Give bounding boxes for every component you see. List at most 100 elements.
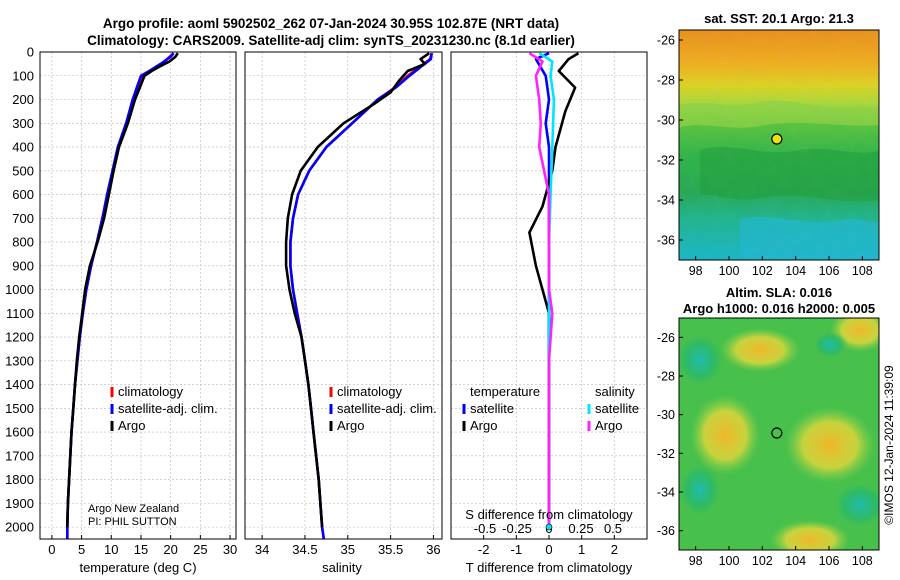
series-satellite-adj-clim- (289, 53, 433, 540)
sla-title: Altim. SLA: 0.016 (726, 285, 832, 300)
x-tick-label: 34 (255, 542, 269, 557)
credit-program: Argo New Zealand (88, 503, 179, 515)
sla-high-4 (785, 407, 875, 483)
map-x-tick-label: 102 (752, 554, 773, 568)
legend-s-argo-label: Argo (595, 418, 622, 433)
s-diff-tick-label: 0.5 (604, 521, 622, 536)
sla-frame (678, 317, 880, 551)
map-x-tick-label: 100 (719, 554, 740, 568)
map-y-tick-label: -34 (657, 194, 675, 208)
sla-argo-marker (771, 427, 783, 439)
salinity-legend: climatology satellite-adj. clim. Argo (329, 384, 437, 433)
legend2-climatology-label: climatology (337, 384, 403, 399)
legend2-satellite-label: satellite-adj. clim. (337, 401, 437, 416)
sla-field (679, 318, 879, 550)
series-argo (284, 52, 430, 528)
header-line-2: Climatology: CARS2009. Satellite-adj cli… (87, 33, 575, 48)
x-tick-label: 20 (163, 542, 177, 557)
sla-low-2 (812, 331, 848, 359)
difference-x-ticks: -2 -1 0 1 2 (478, 535, 618, 557)
depth-tick-label: 200 (12, 92, 34, 107)
depth-tick-label: 1000 (5, 282, 34, 297)
sst-field (679, 30, 879, 260)
sst-map-panel: sat. SST: 20.1 Argo: 21.3 98 100 102 104 106… (657, 11, 880, 278)
legend-temperature-heading: temperature (470, 384, 540, 399)
sla-high-1 (720, 328, 800, 372)
map-y-tick-label: -26 (657, 331, 675, 345)
zero-marker (545, 523, 553, 531)
series-salinity-argo (528, 52, 554, 528)
s-difference-label: S difference from climatology (465, 507, 633, 522)
depth-tick-label: 1500 (5, 401, 34, 416)
map-y-tick-label: -30 (657, 408, 675, 422)
depth-tick-label: 100 (12, 68, 34, 83)
series-salinity-satellite (538, 52, 556, 528)
x-tick-label: 35.5 (378, 542, 403, 557)
sla-high-3 (690, 395, 760, 475)
x-tick-label: 2 (611, 542, 618, 557)
depth-tick-label: 400 (12, 140, 34, 155)
depth-tick-label: 800 (12, 235, 34, 250)
sst-argo-marker (771, 133, 783, 145)
x-tick-label: 0 (545, 542, 552, 557)
map-y-tick-label: -30 (657, 114, 675, 128)
depth-tick-label: 600 (12, 187, 34, 202)
sla-low-1 (679, 332, 725, 388)
s-diff-tick-label: 0.25 (568, 521, 593, 536)
salinity-lines (284, 52, 433, 540)
sla-subtitle: Argo h1000: 0.016 h2000: 0.005 (683, 301, 875, 316)
map-x-tick-label: 106 (819, 554, 840, 568)
x-tick-label: -1 (511, 542, 523, 557)
legend-salinity-heading: salinity (595, 384, 635, 399)
salinity-xlabel: salinity (322, 560, 362, 575)
series-argo (66, 52, 179, 528)
s-diff-tick-label: -0.25 (502, 521, 532, 536)
temperature-x-ticks: 0 5 10 15 20 25 30 (48, 535, 237, 557)
series-climatology (289, 52, 433, 540)
depth-tick-label: 1300 (5, 353, 34, 368)
depth-tick-label: 700 (12, 211, 34, 226)
depth-tick-label: 1900 (5, 496, 34, 511)
sst-frame (678, 29, 880, 261)
x-tick-label: 0 (48, 542, 55, 557)
legend-climatology-label: climatology (118, 384, 184, 399)
depth-tick-label: 1200 (5, 330, 34, 345)
x-tick-label: -2 (478, 542, 490, 557)
map-y-tick-label: -26 (657, 34, 675, 48)
depth-tick-label: 500 (12, 163, 34, 178)
map-y-tick-label: -36 (657, 234, 675, 248)
profile-legend: climatology satellite-adj. clim. Argo (110, 384, 218, 433)
map-x-tick-label: 104 (785, 554, 806, 568)
x-tick-label: 5 (78, 542, 85, 557)
x-tick-label: 10 (104, 542, 118, 557)
sla-high-5 (770, 520, 850, 550)
temperature-xlabel: temperature (deg C) (79, 560, 196, 575)
x-tick-label: 30 (223, 542, 237, 557)
x-tick-label: 34.5 (292, 542, 317, 557)
map-x-tick-label: 98 (689, 264, 703, 278)
map-y-tick-label: -28 (657, 74, 675, 88)
map-y-tick-label: -36 (657, 524, 675, 538)
depth-tick-label: 1400 (5, 377, 34, 392)
depth-tick-label: 1800 (5, 472, 34, 487)
salinity-x-ticks: 34 34.5 35 35.5 36 (255, 535, 441, 557)
x-tick-label: 15 (134, 542, 148, 557)
map-x-tick-label: 108 (852, 264, 873, 278)
salinity-frame (244, 51, 443, 540)
difference-panel: -2 -1 0 1 2 T difference from climatology S … (450, 51, 648, 575)
depth-tick-label: 1100 (6, 306, 34, 321)
legend-satellite-label: satellite-adj. clim. (118, 401, 218, 416)
map-y-tick-label: -28 (657, 370, 675, 384)
difference-lines (528, 52, 580, 528)
depth-tick-label: 900 (12, 258, 34, 273)
temperature-panel: 0100200300400500600700800900100011001200… (5, 45, 237, 576)
legend-t-argo-label: Argo (470, 418, 497, 433)
s-diff-tick-label: -0.5 (474, 521, 496, 536)
imos-watermark: ©IMOS 12-Jan-2024 11:39:09 (882, 365, 896, 525)
x-tick-label: 1 (578, 542, 585, 557)
difference-legend: temperature salinity satellite Argo sate… (462, 384, 639, 433)
legend-argo-label: Argo (118, 418, 145, 433)
temperature-lines (66, 52, 179, 539)
sst-texture (679, 30, 879, 260)
